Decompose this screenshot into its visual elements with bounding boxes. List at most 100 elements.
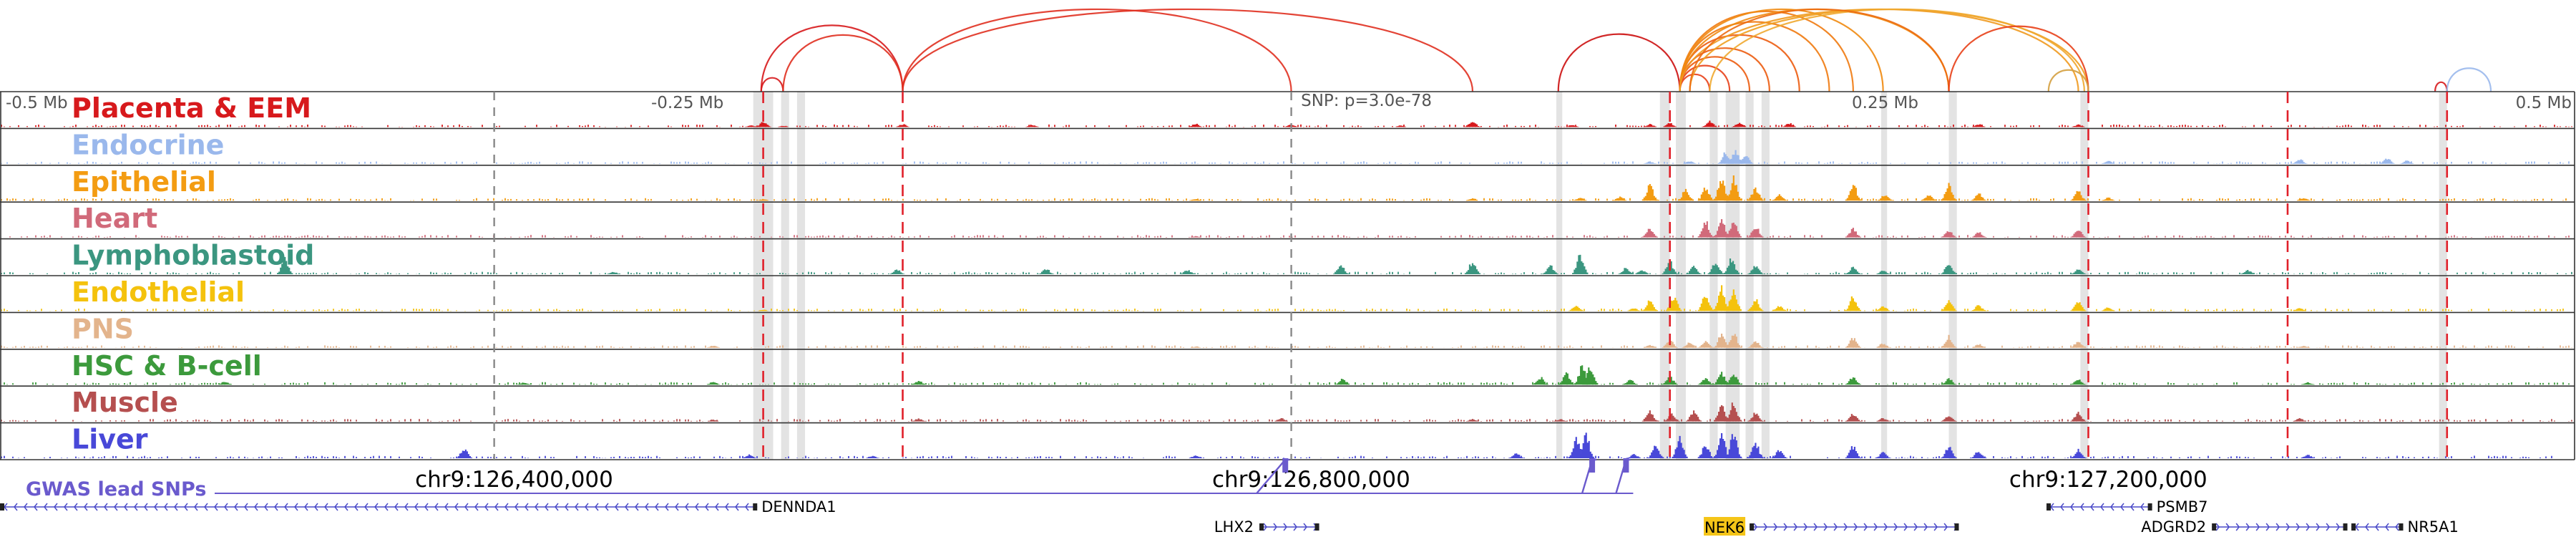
signal-peak	[1747, 412, 1764, 422]
signal-peak	[1725, 334, 1742, 348]
signal-peak	[1845, 228, 1861, 238]
signal-peak	[607, 271, 619, 274]
track-label: Lymphoblastoid	[72, 240, 314, 271]
signal-peak	[2070, 412, 2087, 422]
signal-peak	[1626, 454, 1641, 458]
signal-peak	[2102, 307, 2115, 311]
signal-peak	[2400, 160, 2414, 164]
signal-peak	[1643, 344, 1657, 348]
track-label: Muscle	[72, 387, 178, 418]
signal-peak	[1683, 161, 1697, 164]
loop-arc	[782, 34, 904, 92]
signal-peak	[1876, 271, 1890, 274]
loop-arc	[1679, 9, 1884, 92]
signal-peak	[2291, 159, 2308, 164]
signal-peak	[1771, 450, 1787, 458]
signal-peak	[1672, 435, 1688, 458]
signal-peak	[2070, 231, 2087, 238]
loop-arc	[1709, 8, 2086, 92]
track-noise	[4, 382, 2570, 385]
signal-peak	[1972, 344, 1986, 348]
signal-peak	[1578, 432, 1594, 458]
signal-peak	[708, 420, 719, 422]
signal-peak	[1395, 125, 1406, 127]
signal-peak	[1179, 270, 1194, 274]
gwas-snp	[1589, 458, 1596, 473]
track-noise	[1, 198, 2567, 201]
signal-peak	[896, 124, 909, 127]
loop-arc	[902, 8, 1292, 92]
signal-peak	[1723, 258, 1740, 274]
signal-peak	[1941, 334, 1957, 348]
signal-peak	[2297, 198, 2311, 201]
track-label: PNS	[72, 313, 134, 344]
track-noise	[1, 308, 2564, 311]
signal-peak	[1464, 122, 1481, 127]
track-noise	[1, 271, 2572, 274]
signal-peak	[1618, 268, 1634, 274]
signal-peak	[2070, 448, 2087, 458]
signal-peak	[1971, 452, 1987, 458]
gene-exon	[2351, 523, 2356, 531]
signal-peak	[1971, 305, 1987, 311]
signal-peak	[1876, 343, 1890, 348]
signal-peak	[1941, 378, 1957, 385]
track-noise	[1, 345, 2572, 348]
signal-peak	[456, 449, 472, 458]
coordinate-axis: chr9:126,400,000 chr9:126,800,000 chr9:127…	[415, 467, 2207, 493]
signal-peak	[1542, 265, 1558, 274]
signal-peak	[1725, 402, 1742, 422]
signal-peak	[1845, 377, 1861, 385]
signal-peak	[1747, 187, 1764, 201]
signal-peak	[1845, 266, 1861, 274]
signal-peak	[1663, 122, 1677, 127]
signal-peak	[778, 125, 789, 127]
loop-arc	[760, 24, 904, 92]
track-label: Liver	[72, 424, 148, 455]
signal-peak	[1941, 300, 1957, 311]
gwas-snp	[1282, 458, 1289, 473]
signal-peak	[1747, 442, 1764, 458]
signal-peak	[2297, 346, 2311, 348]
signal-peak	[1876, 417, 1890, 422]
track-label: HSC & B-cell	[72, 350, 262, 382]
signal-peak	[2293, 308, 2306, 311]
signal-peak	[1725, 289, 1742, 311]
signal-peak	[2102, 160, 2115, 164]
signal-peak	[1190, 236, 1201, 238]
signal-peak	[1613, 196, 1627, 201]
gwas-snp	[1623, 458, 1629, 473]
gene-exon	[2147, 503, 2152, 511]
signal-peak	[1771, 306, 1787, 311]
signal-peak	[1747, 228, 1764, 238]
signal-peak	[755, 122, 771, 127]
signal-peak	[1845, 446, 1861, 458]
signal-peak	[1465, 419, 1478, 422]
signal-peak	[2293, 418, 2306, 422]
signal-peak	[2240, 270, 2255, 274]
signal-peak	[912, 380, 925, 385]
loop-arc	[2047, 69, 2089, 92]
signal-peak	[1635, 270, 1649, 274]
gwas-track-label: GWAS lead SNPs	[26, 478, 206, 500]
gene-exon	[1750, 523, 1755, 531]
signal-peak	[1845, 338, 1861, 348]
signal-peak	[1566, 125, 1579, 127]
loop-arc	[1948, 25, 2089, 92]
gene-highlight	[1704, 517, 1746, 536]
signal-peak	[1941, 183, 1957, 201]
gene-exon	[1314, 523, 1319, 531]
gene-strand-arrows	[2215, 523, 2341, 531]
signal-peak	[1686, 410, 1702, 422]
signal-peak	[890, 269, 905, 274]
chromatin-loops	[760, 8, 2492, 92]
signal-peak	[1643, 161, 1657, 164]
loop-arc	[1689, 8, 1950, 92]
scale-label: 0.5 Mb	[2516, 94, 2572, 112]
signal-peak	[1641, 300, 1658, 311]
signal-peak	[1921, 195, 1937, 201]
signal-peak	[1189, 123, 1202, 127]
signal-peak	[1558, 372, 1574, 385]
gene-label: NR5A1	[2408, 518, 2459, 536]
